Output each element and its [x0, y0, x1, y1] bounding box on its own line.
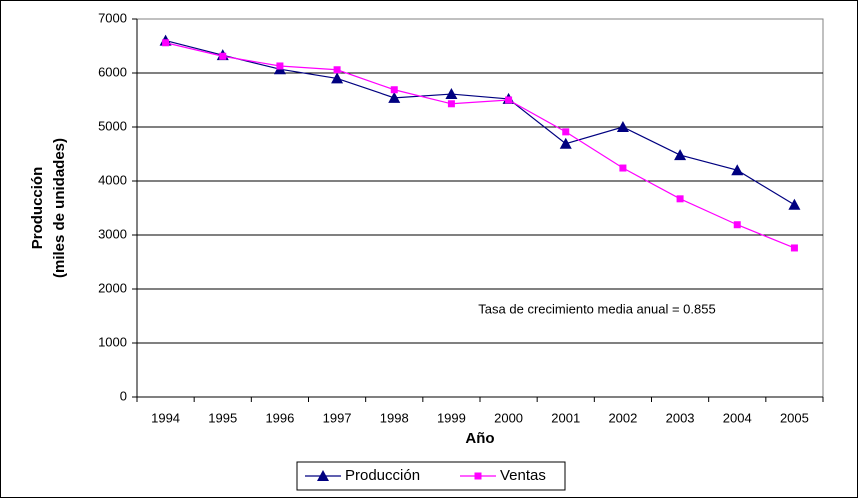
point-marker [219, 52, 227, 60]
y-tick-label: 5000 [98, 118, 127, 133]
series-line [165, 42, 795, 249]
y-tick-label: 3000 [98, 226, 127, 241]
point-marker [731, 164, 744, 176]
annotation: Tasa de crecimiento media anual = 0.855 [478, 301, 715, 316]
x-tick-label: 2002 [608, 410, 637, 425]
legend [296, 461, 566, 491]
y-tick-label: 7000 [98, 10, 127, 25]
point-marker [505, 96, 513, 104]
series-line [165, 40, 795, 206]
x-axis-label: Año [465, 430, 494, 447]
point-marker [790, 244, 798, 252]
y-tick-label: 6000 [98, 64, 127, 79]
point-marker [445, 88, 458, 100]
point-marker [331, 72, 344, 84]
legend-marker [474, 472, 482, 480]
x-tick-label: 2004 [723, 410, 752, 425]
point-marker [788, 198, 801, 210]
point-marker [619, 164, 627, 172]
x-tick-label: 1994 [151, 410, 180, 425]
legend-marker [317, 470, 329, 481]
point-marker [447, 100, 455, 108]
x-tick-label: 2005 [780, 410, 809, 425]
x-tick-label: 1999 [437, 410, 466, 425]
x-tick-label: 1996 [265, 410, 294, 425]
y-axis-label: Producción [29, 167, 46, 250]
y-tick-label: 2000 [98, 280, 127, 295]
point-marker [733, 221, 741, 229]
x-tick-label: 1997 [323, 410, 352, 425]
x-tick-label: 2001 [551, 410, 580, 425]
point-marker [674, 149, 687, 161]
point-marker [559, 137, 572, 149]
point-marker [162, 39, 170, 47]
point-marker [390, 86, 398, 94]
x-tick-label: 1995 [208, 410, 237, 425]
y-tick-label: 1000 [98, 334, 127, 349]
legend-label: Ventas [500, 467, 546, 484]
plot-area [136, 18, 824, 398]
x-tick-label: 1998 [380, 410, 409, 425]
y-tick-label: 0 [120, 388, 127, 403]
point-marker [333, 66, 341, 74]
point-marker [676, 195, 684, 203]
x-tick-label: 2000 [494, 410, 523, 425]
point-marker [616, 121, 629, 132]
point-marker [388, 91, 401, 103]
y-tick-label: 4000 [98, 172, 127, 187]
x-tick-label: 2003 [666, 410, 695, 425]
legend-label: Producción [345, 467, 420, 484]
point-marker [562, 128, 570, 136]
y-axis-label: (miles de unidades) [51, 138, 68, 278]
point-marker [276, 62, 284, 70]
